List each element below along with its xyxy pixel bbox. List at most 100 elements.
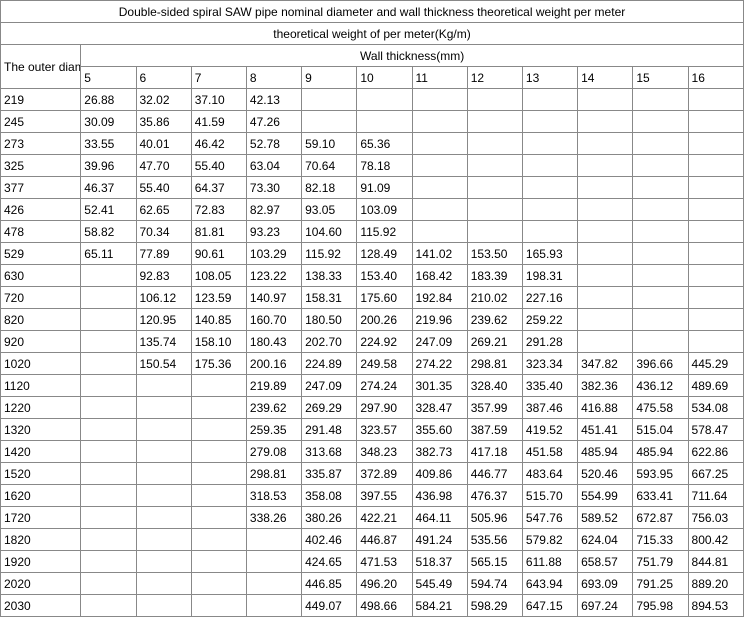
- diameter-cell: 1820: [1, 529, 81, 551]
- value-cell: 140.85: [191, 309, 246, 331]
- value-cell: [688, 177, 743, 199]
- value-cell: 81.81: [191, 221, 246, 243]
- diameter-cell: 1120: [1, 375, 81, 397]
- value-cell: 335.40: [522, 375, 577, 397]
- value-cell: [302, 111, 357, 133]
- value-cell: [191, 463, 246, 485]
- value-cell: 33.55: [81, 133, 136, 155]
- value-cell: [688, 309, 743, 331]
- value-cell: 402.46: [302, 529, 357, 551]
- value-cell: 298.81: [467, 353, 522, 375]
- value-cell: 598.29: [467, 595, 522, 617]
- value-cell: 844.81: [688, 551, 743, 573]
- value-cell: [688, 111, 743, 133]
- value-cell: 485.94: [633, 441, 688, 463]
- value-cell: [81, 507, 136, 529]
- value-cell: [633, 133, 688, 155]
- value-cell: 396.66: [633, 353, 688, 375]
- value-cell: 103.09: [357, 199, 412, 221]
- value-cell: 153.40: [357, 265, 412, 287]
- value-cell: [191, 485, 246, 507]
- value-cell: 756.03: [688, 507, 743, 529]
- value-cell: 42.13: [246, 89, 301, 111]
- value-cell: 158.10: [191, 331, 246, 353]
- col-header: 11: [412, 67, 467, 89]
- table-row: 720106.12123.59140.97158.31175.60192.842…: [1, 287, 744, 309]
- value-cell: 180.50: [302, 309, 357, 331]
- diameter-cell: 426: [1, 199, 81, 221]
- value-cell: 328.40: [467, 375, 522, 397]
- value-cell: 103.29: [246, 243, 301, 265]
- value-cell: 90.61: [191, 243, 246, 265]
- value-cell: 889.20: [688, 573, 743, 595]
- value-cell: 247.09: [302, 375, 357, 397]
- value-cell: 70.64: [302, 155, 357, 177]
- value-cell: 589.52: [578, 507, 633, 529]
- value-cell: [578, 133, 633, 155]
- value-cell: 647.15: [522, 595, 577, 617]
- value-cell: 70.34: [136, 221, 191, 243]
- value-cell: 298.81: [246, 463, 301, 485]
- value-cell: [688, 89, 743, 111]
- value-cell: 565.15: [467, 551, 522, 573]
- value-cell: 279.08: [246, 441, 301, 463]
- value-cell: [357, 111, 412, 133]
- value-cell: 697.24: [578, 595, 633, 617]
- value-cell: [467, 221, 522, 243]
- value-cell: [81, 419, 136, 441]
- value-cell: [136, 441, 191, 463]
- value-cell: 64.37: [191, 177, 246, 199]
- value-cell: 520.46: [578, 463, 633, 485]
- diameter-cell: 2030: [1, 595, 81, 617]
- value-cell: 711.64: [688, 485, 743, 507]
- value-cell: 464.11: [412, 507, 467, 529]
- value-cell: [688, 265, 743, 287]
- title-top: Double-sided spiral SAW pipe nominal dia…: [1, 1, 744, 23]
- value-cell: 505.96: [467, 507, 522, 529]
- value-cell: 658.57: [578, 551, 633, 573]
- value-cell: 338.26: [246, 507, 301, 529]
- value-cell: 622.86: [688, 441, 743, 463]
- diameter-cell: 630: [1, 265, 81, 287]
- value-cell: [633, 89, 688, 111]
- value-cell: [246, 595, 301, 617]
- value-cell: 323.57: [357, 419, 412, 441]
- value-cell: 62.65: [136, 199, 191, 221]
- value-cell: 106.12: [136, 287, 191, 309]
- value-cell: 496.20: [357, 573, 412, 595]
- col-header: 9: [302, 67, 357, 89]
- value-cell: [357, 89, 412, 111]
- value-cell: 483.64: [522, 463, 577, 485]
- value-cell: 579.82: [522, 529, 577, 551]
- value-cell: 58.82: [81, 221, 136, 243]
- value-cell: 274.22: [412, 353, 467, 375]
- value-cell: 795.98: [633, 595, 688, 617]
- value-cell: [633, 155, 688, 177]
- value-cell: [522, 111, 577, 133]
- value-cell: 693.09: [578, 573, 633, 595]
- value-cell: [522, 177, 577, 199]
- value-cell: 471.53: [357, 551, 412, 573]
- value-cell: [81, 529, 136, 551]
- value-cell: [81, 485, 136, 507]
- value-cell: [136, 397, 191, 419]
- value-cell: 451.58: [522, 441, 577, 463]
- value-cell: [136, 507, 191, 529]
- value-cell: 715.33: [633, 529, 688, 551]
- value-cell: [633, 309, 688, 331]
- value-cell: 47.26: [246, 111, 301, 133]
- value-cell: [136, 463, 191, 485]
- value-cell: [578, 265, 633, 287]
- value-cell: 77.89: [136, 243, 191, 265]
- value-cell: 584.21: [412, 595, 467, 617]
- value-cell: 104.60: [302, 221, 357, 243]
- value-cell: 624.04: [578, 529, 633, 551]
- value-cell: 168.42: [412, 265, 467, 287]
- value-cell: [467, 89, 522, 111]
- table-row: 27333.5540.0146.4252.7859.1065.36: [1, 133, 744, 155]
- diameter-cell: 245: [1, 111, 81, 133]
- col-group-label: Wall thickness(mm): [81, 45, 744, 67]
- table-row: 920135.74158.10180.43202.70224.92247.092…: [1, 331, 744, 353]
- value-cell: 667.25: [688, 463, 743, 485]
- value-cell: 108.05: [191, 265, 246, 287]
